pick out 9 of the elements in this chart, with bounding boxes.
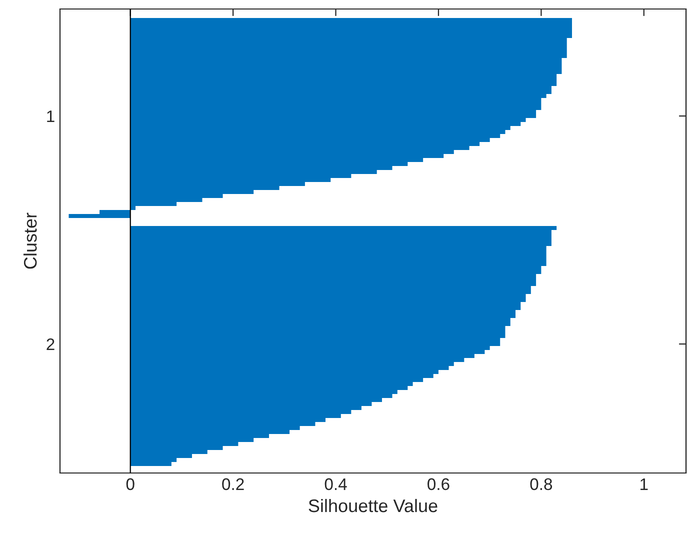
x-tick-label: 0.8: [530, 478, 552, 490]
x-tick-label: 1: [640, 478, 648, 490]
y-axis-title: Cluster: [23, 212, 37, 269]
x-axis-title: Silhouette Value: [308, 498, 438, 512]
x-tick-label: 0.6: [428, 478, 450, 490]
x-tick-label: 0.2: [222, 478, 244, 490]
x-tick-label: 0: [126, 478, 134, 490]
x-tick-label: 0.4: [324, 478, 347, 490]
y-tick-label: 2: [46, 338, 54, 350]
